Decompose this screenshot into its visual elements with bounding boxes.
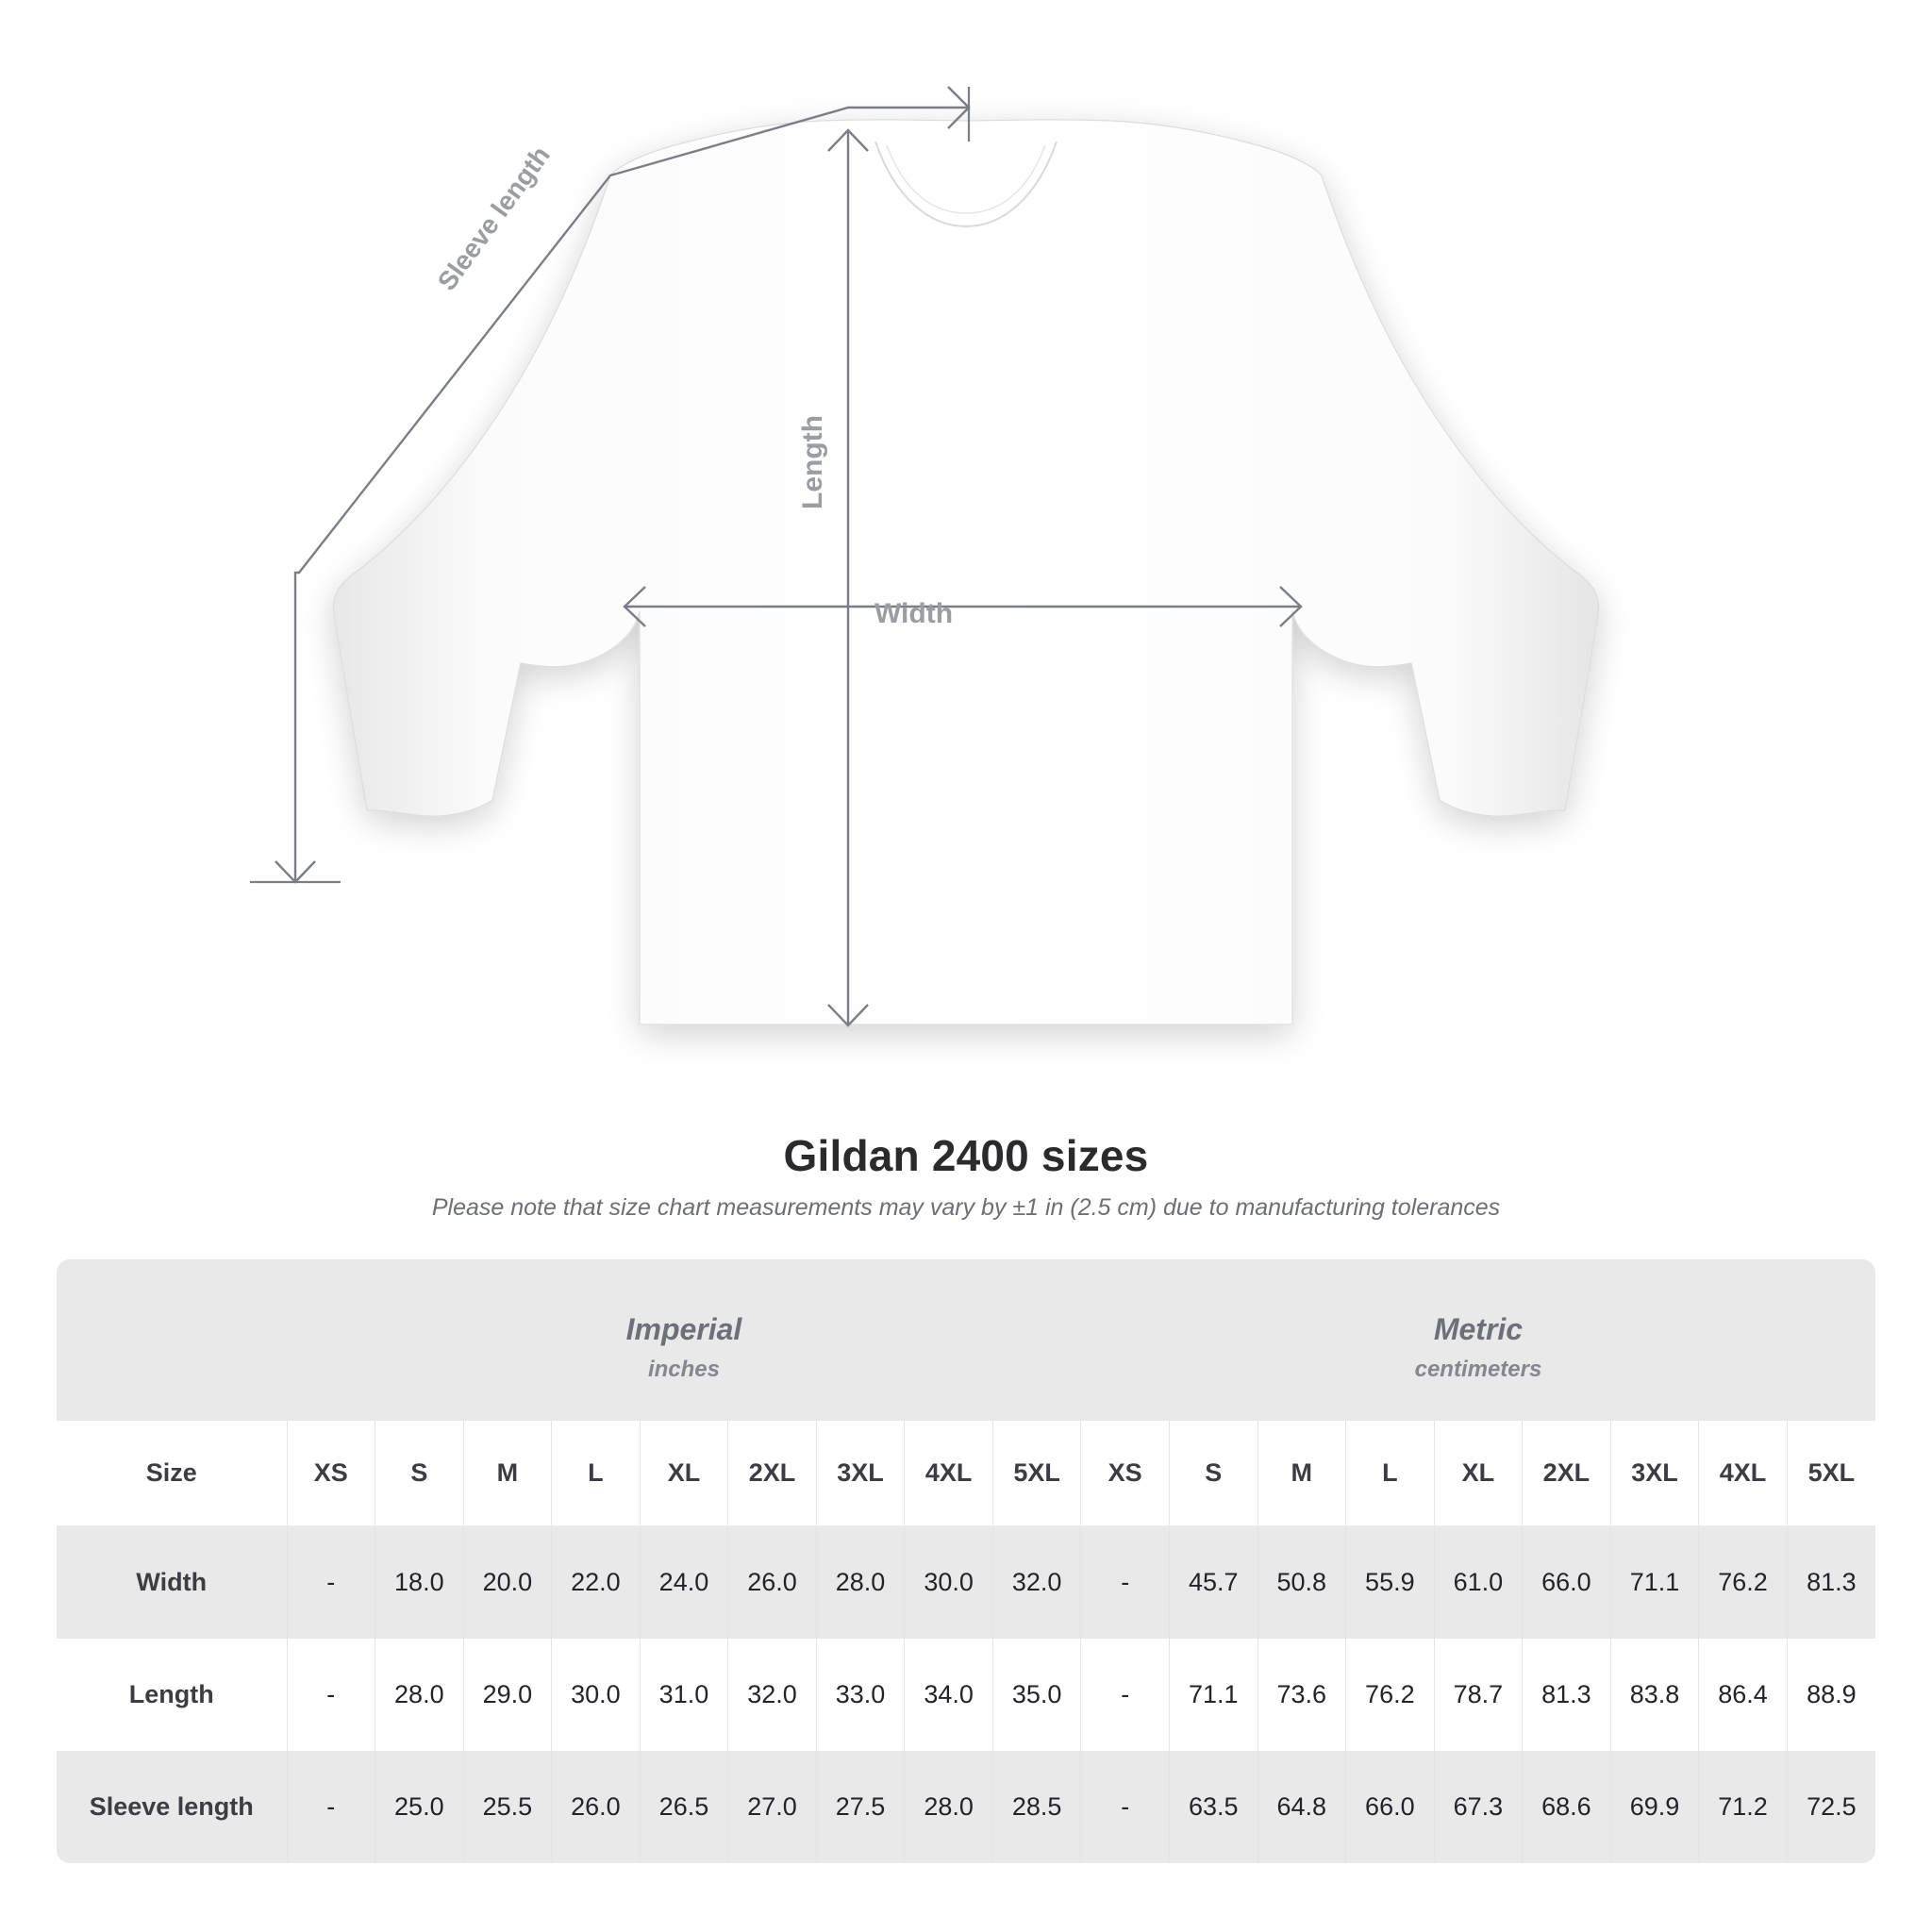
svg-text:Length: Length [797,415,828,509]
svg-text:Sleeve length: Sleeve length [432,141,556,295]
svg-text:Width: Width [874,598,953,629]
